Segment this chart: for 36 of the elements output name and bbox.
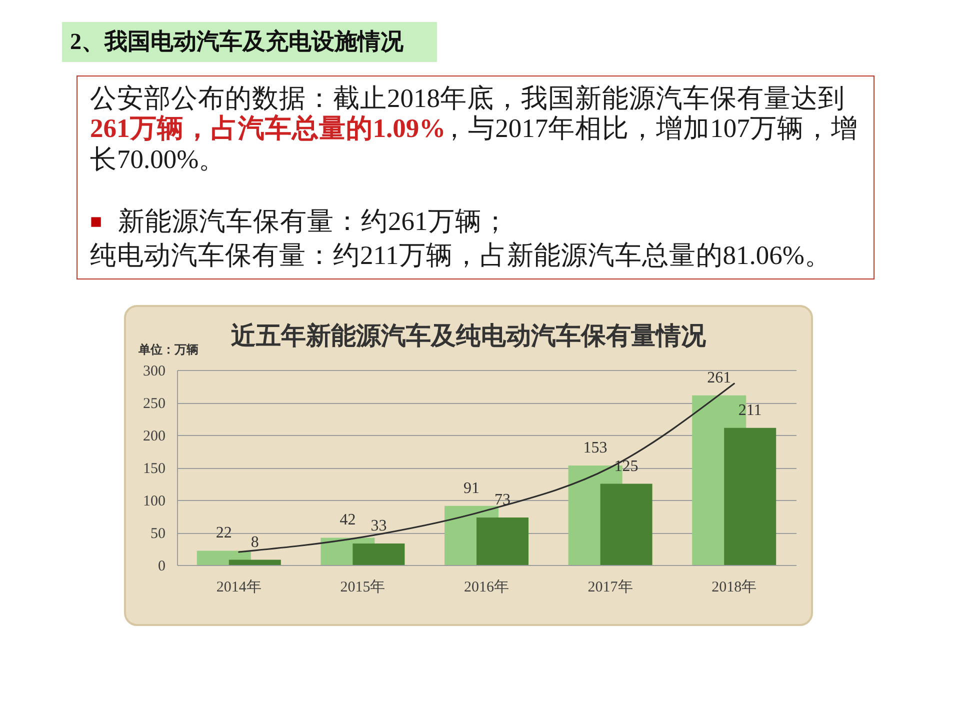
data-label: 22 xyxy=(216,524,232,542)
chart-title: 近五年新能源汽车及纯电动汽车保有量情况 xyxy=(231,322,707,350)
x-tick-label: 2015年 xyxy=(340,578,386,596)
y-tick-label: 200 xyxy=(143,428,166,444)
text: 2、我国电动汽车及充电设施情况 xyxy=(70,28,404,54)
data-label: 33 xyxy=(370,518,387,535)
data-label: 8 xyxy=(250,534,259,551)
x-tick-label: 2017年 xyxy=(588,578,633,596)
bar xyxy=(600,484,652,565)
line-series xyxy=(238,382,735,553)
data-label: 153 xyxy=(583,440,608,457)
text: 261万辆，占汽车总量的1.09% xyxy=(90,113,446,143)
y-tick-label: 100 xyxy=(143,494,166,510)
y-tick-label: 300 xyxy=(143,364,166,380)
x-tick-label: 2014年 xyxy=(216,578,262,596)
y-axis-title: 单位：万辆 xyxy=(138,342,198,356)
bar xyxy=(724,428,776,565)
data-label: 125 xyxy=(614,458,638,475)
data-label: 211 xyxy=(738,402,762,419)
text: ■ 新能源汽车保有量：约261万辆； xyxy=(90,206,509,236)
text: 纯电动汽车保有量：约211万辆，占新能源汽车总量的81.06%。 xyxy=(90,240,832,270)
data-label: 261 xyxy=(707,369,732,386)
y-tick-label: 0 xyxy=(158,558,166,574)
bar xyxy=(476,518,528,565)
y-tick-label: 250 xyxy=(143,396,166,412)
x-tick-label: 2016年 xyxy=(464,578,509,596)
data-label: 42 xyxy=(340,512,356,529)
data-label: 73 xyxy=(494,492,510,509)
bar xyxy=(352,544,405,565)
x-tick-label: 2018年 xyxy=(712,578,757,596)
y-tick-label: 150 xyxy=(143,461,166,477)
bar xyxy=(228,560,281,565)
text: 公安部公布的数据：截止2018年底，我国新能源汽车保有量达到 xyxy=(90,83,845,113)
text: 长70.00%。 xyxy=(90,144,226,174)
data-label: 91 xyxy=(464,480,480,497)
y-tick-label: 50 xyxy=(150,526,166,542)
